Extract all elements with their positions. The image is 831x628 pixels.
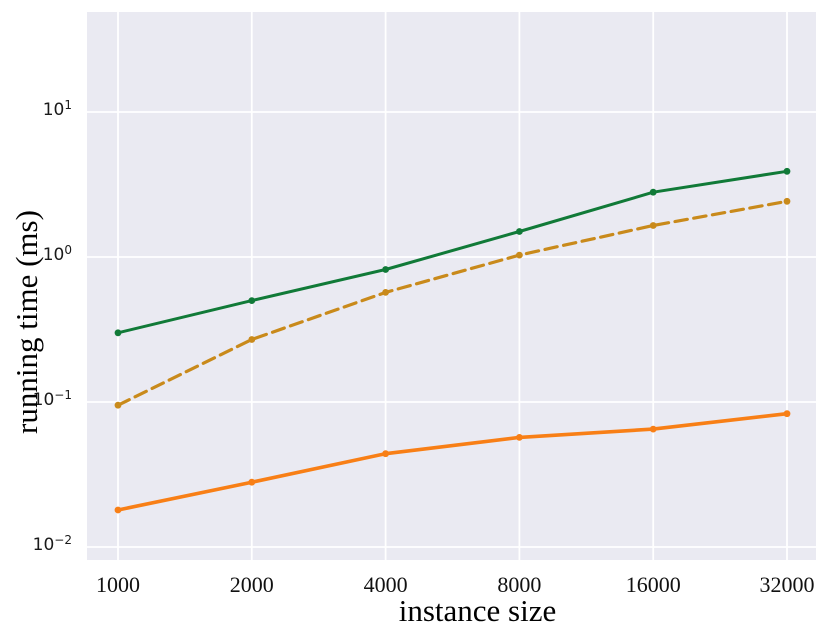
series-orange-solid-point bbox=[248, 478, 256, 486]
x-tick-label: 16000 bbox=[625, 572, 681, 597]
x-axis-label: instance size bbox=[398, 593, 557, 628]
x-tick-label: 1000 bbox=[96, 572, 140, 597]
y-tick-exponent: 1 bbox=[64, 98, 72, 112]
y-tick-base: 10 bbox=[42, 100, 65, 120]
series-green-solid-point bbox=[114, 329, 122, 337]
y-tick-label: 101 bbox=[0, 99, 72, 121]
y-tick-base: 10 bbox=[32, 390, 55, 410]
series-green-solid-point bbox=[783, 167, 791, 175]
series-green-solid-point bbox=[649, 188, 657, 196]
y-tick-base: 10 bbox=[32, 535, 55, 555]
series-gold-dashed-point bbox=[516, 251, 523, 259]
y-tick-label: 10−1 bbox=[0, 389, 72, 411]
plot-area bbox=[87, 12, 816, 560]
x-tick-label: 2000 bbox=[229, 572, 274, 597]
series-gold-dashed-point bbox=[382, 289, 389, 296]
series-orange-solid-point bbox=[516, 434, 523, 441]
x-tick-label: 8000 bbox=[497, 572, 542, 597]
series-gold-dashed-point bbox=[649, 222, 657, 229]
series-gold-dashed-point bbox=[114, 401, 122, 409]
y-tick-label: 10−2 bbox=[0, 534, 72, 556]
y-axis-label: running time (ms) bbox=[9, 210, 44, 434]
series-orange-solid-point bbox=[114, 506, 122, 514]
series-green-solid-point bbox=[248, 297, 256, 304]
series-orange-solid-point bbox=[382, 450, 389, 458]
x-tick-label: 4000 bbox=[363, 572, 408, 597]
x-tick-label: 32000 bbox=[759, 572, 815, 597]
line-chart bbox=[87, 12, 816, 560]
series-green-solid-point bbox=[516, 228, 523, 235]
y-tick-label: 100 bbox=[0, 244, 72, 266]
series-green-solid-line bbox=[116, 169, 789, 335]
plot-background bbox=[87, 12, 816, 560]
y-tick-base: 10 bbox=[42, 245, 65, 265]
y-tick-exponent: −2 bbox=[54, 533, 72, 547]
y-tick-exponent: 0 bbox=[64, 243, 72, 257]
series-orange-solid-point bbox=[649, 425, 657, 433]
series-orange-solid-line bbox=[116, 411, 789, 512]
series-gold-dashed-point bbox=[248, 336, 256, 343]
series-gold-dashed-point bbox=[783, 197, 791, 205]
y-tick-exponent: −1 bbox=[54, 388, 72, 402]
series-orange-solid-point bbox=[783, 410, 791, 418]
series-green-solid-point bbox=[382, 266, 389, 273]
series-gold-dashed-line bbox=[116, 199, 789, 407]
